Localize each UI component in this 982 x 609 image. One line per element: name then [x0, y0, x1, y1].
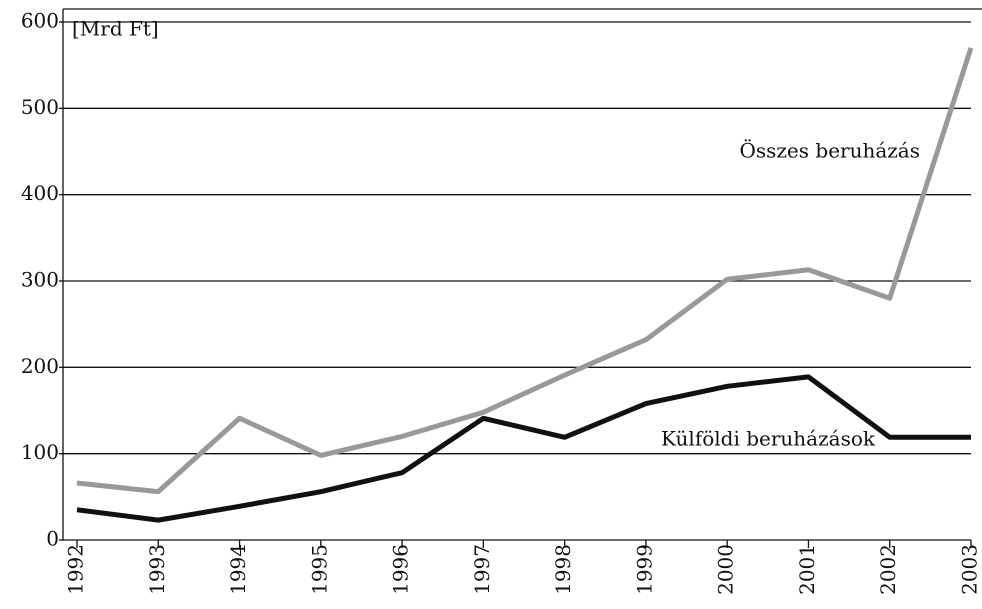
series-label: Külföldi beruházások: [661, 427, 876, 451]
y-tick-label: 200: [21, 354, 59, 378]
y-tick-label: 400: [21, 181, 59, 205]
x-tick-label: 1996: [389, 544, 413, 595]
series-line: [76, 374, 971, 523]
y-tick-label: 600: [21, 9, 59, 33]
x-tick-label: 2003: [958, 544, 982, 595]
x-tick-label: 1997: [470, 544, 494, 595]
x-tick-label: 1998: [551, 544, 575, 595]
x-tick-label: 1995: [307, 544, 331, 595]
y-tick-label: 500: [21, 95, 59, 119]
x-tick-label: 2000: [714, 544, 738, 595]
y-tick-label: 300: [21, 268, 59, 292]
x-tick-label: 2002: [876, 544, 900, 595]
y-axis-label: [Mrd Ft]: [72, 17, 159, 41]
y-tick-label: 100: [21, 440, 59, 464]
y-tick-label: 0: [46, 527, 59, 551]
x-tick-label: 1999: [632, 544, 656, 595]
x-tick-label: 1992: [64, 544, 88, 595]
x-tick-label: 1993: [145, 544, 169, 595]
series-label: Összes beruházás: [739, 138, 920, 163]
x-tick-label: 2001: [795, 544, 819, 595]
x-tick-label: 1994: [226, 544, 250, 595]
series-line: [76, 47, 974, 495]
